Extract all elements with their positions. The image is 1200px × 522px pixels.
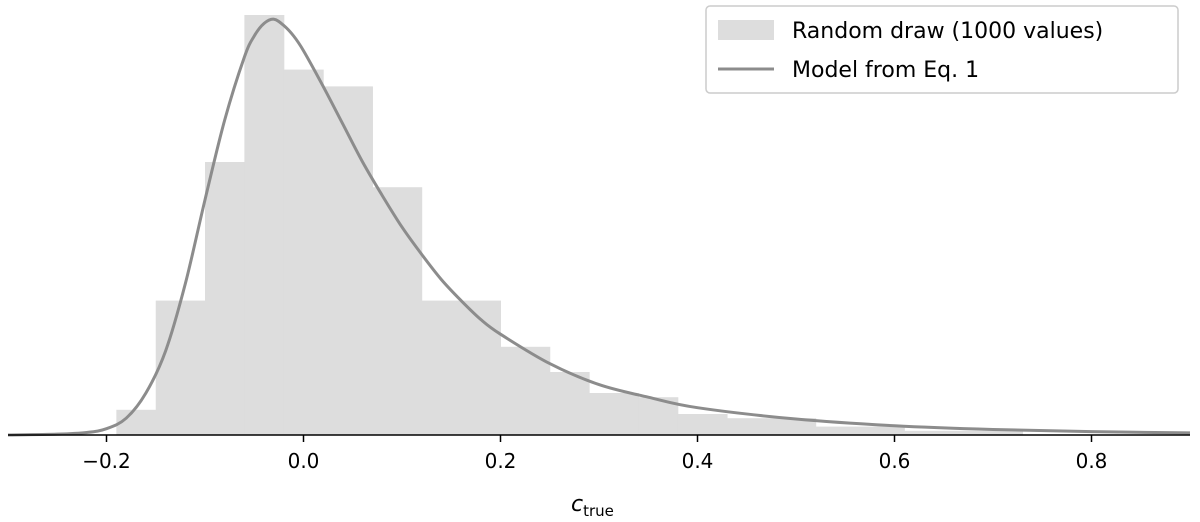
legend-swatch-histogram bbox=[718, 20, 774, 40]
histogram-bars bbox=[116, 15, 1024, 436]
histogram-bar bbox=[323, 86, 373, 436]
x-axis: −0.2 0.0 0.2 0.4 0.6 0.8 bbox=[8, 434, 1190, 473]
x-tick-label: 0.4 bbox=[682, 449, 714, 473]
legend-box bbox=[705, 5, 1179, 94]
histogram-bar bbox=[766, 418, 817, 435]
histogram-bar bbox=[549, 372, 590, 435]
x-axis-label-subscript: true bbox=[583, 502, 614, 520]
histogram-bar bbox=[943, 430, 984, 435]
x-axis-label: ctrue bbox=[571, 492, 614, 520]
svg-text:ctrue: ctrue bbox=[571, 492, 614, 520]
histogram-bar bbox=[421, 300, 462, 435]
x-tick-label: 0.0 bbox=[288, 449, 320, 473]
histogram-bar bbox=[904, 430, 945, 435]
histogram-bar bbox=[727, 418, 767, 435]
x-axis-label-main: c bbox=[571, 492, 583, 517]
histogram-bar bbox=[244, 15, 285, 435]
histogram-bar bbox=[372, 187, 423, 435]
x-tick-label: 0.6 bbox=[879, 449, 911, 473]
histogram-bar bbox=[500, 346, 551, 435]
histogram-bar bbox=[283, 69, 324, 435]
x-tick-label: 0.2 bbox=[485, 449, 517, 473]
x-tick-label: −0.2 bbox=[82, 449, 131, 473]
histogram-bar bbox=[589, 393, 639, 435]
legend-label-curve: Model from Eq. 1 bbox=[792, 58, 979, 83]
model-curve bbox=[7, 17, 1191, 437]
histogram-bar bbox=[815, 426, 856, 435]
legend: Random draw (1000 values) Model from Eq.… bbox=[705, 5, 1179, 94]
histogram-bar bbox=[155, 300, 206, 435]
x-tick-label: 0.8 bbox=[1076, 449, 1108, 473]
histogram-bar bbox=[205, 162, 245, 435]
histogram-bar bbox=[461, 300, 501, 435]
legend-label-histogram: Random draw (1000 values) bbox=[792, 19, 1103, 44]
histogram-bar bbox=[855, 426, 905, 435]
histogram-bar bbox=[983, 430, 1024, 435]
histogram-bar bbox=[677, 414, 728, 435]
